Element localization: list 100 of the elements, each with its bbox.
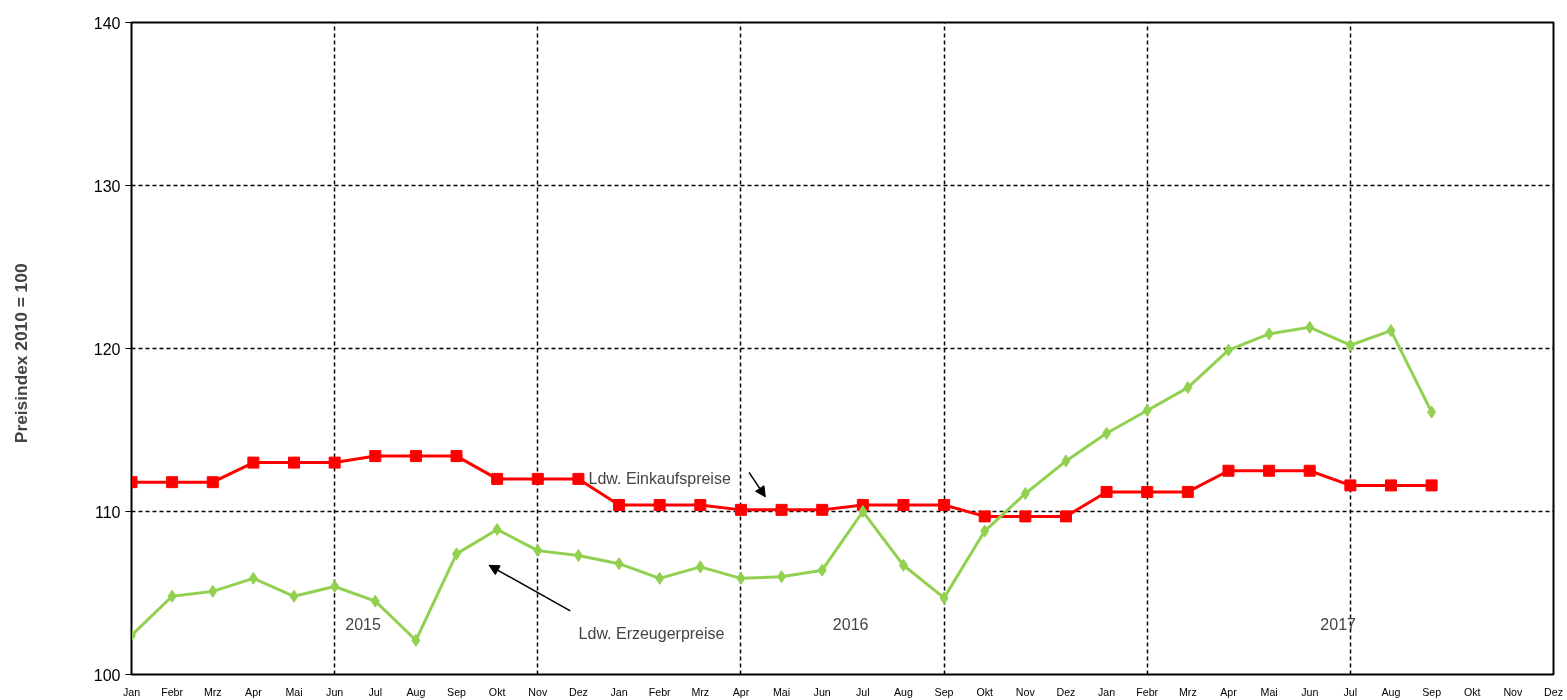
x-tick-label: Dez	[1544, 685, 1563, 698]
x-tick-label: Nov	[1015, 685, 1036, 698]
point	[777, 570, 787, 584]
point	[491, 472, 504, 485]
x-tick-label: Aug	[406, 685, 426, 698]
point	[452, 547, 462, 561]
x-tick-label: Aug	[1381, 685, 1401, 698]
x-tick-label: Jan	[122, 685, 141, 698]
x-tick-label: Jul	[368, 685, 383, 698]
point	[613, 498, 626, 511]
point	[1059, 510, 1072, 523]
point	[897, 498, 910, 511]
x-tick-label: Febr	[648, 685, 672, 698]
x-tick-label: Jun	[813, 685, 831, 698]
x-tick-label: Sep	[1422, 685, 1442, 698]
point	[694, 498, 707, 511]
point	[288, 456, 301, 469]
point	[1425, 479, 1438, 492]
y-tick-label: 120	[93, 340, 121, 358]
point	[370, 594, 380, 608]
point	[736, 571, 746, 585]
annotation: 2015	[345, 616, 381, 634]
point	[289, 589, 299, 603]
point	[1222, 464, 1235, 477]
point	[167, 589, 177, 603]
x-tick-label: Apr	[732, 685, 750, 698]
x-tick-label: Mai	[285, 685, 303, 698]
point	[369, 450, 382, 463]
x-tick-label: Jun	[326, 685, 344, 698]
x-tick-label: Nov	[528, 685, 548, 698]
x-tick-label: Aug	[893, 685, 913, 698]
point	[1303, 464, 1316, 477]
point	[1384, 479, 1397, 492]
point	[1345, 338, 1355, 352]
point	[1264, 327, 1274, 341]
point	[572, 472, 585, 485]
point	[1305, 320, 1315, 334]
point	[531, 472, 544, 485]
y-tick-label: 100	[93, 666, 121, 684]
point	[655, 571, 665, 585]
point	[1263, 464, 1276, 477]
point	[1427, 405, 1437, 419]
x-tick-label: Jul	[856, 685, 870, 698]
point	[450, 450, 463, 463]
point	[492, 522, 502, 536]
point	[775, 503, 788, 516]
annotation: 2016	[832, 616, 869, 634]
y-tick-label: 110	[94, 503, 121, 521]
point	[816, 503, 829, 516]
y-tick-label: 140	[93, 14, 121, 32]
x-tick-label: Jan	[610, 685, 628, 698]
point	[208, 584, 218, 598]
point	[938, 498, 951, 511]
point	[206, 476, 219, 489]
x-tick-label: Okt	[1463, 685, 1481, 698]
x-tick-label: Jul	[1343, 685, 1358, 698]
x-tick-label: Dez	[568, 685, 588, 698]
x-tick-label: Nov	[1503, 685, 1524, 698]
point	[1102, 426, 1112, 440]
point	[328, 456, 341, 469]
point	[695, 560, 705, 574]
point	[1141, 485, 1154, 498]
point	[1019, 510, 1032, 523]
x-tick-label: Mai	[1260, 685, 1278, 698]
x-tick-label: Okt	[976, 685, 994, 698]
text: Ldw. Erzeugerpreise	[578, 624, 725, 642]
point	[1020, 487, 1030, 501]
x-tick-label: Dez	[1056, 685, 1076, 698]
x-tick-label: Jan	[1098, 685, 1116, 698]
point	[248, 571, 258, 585]
x-tick-label: Jun	[1301, 685, 1319, 698]
point	[898, 558, 908, 572]
y-tick-label: 130	[93, 177, 121, 195]
point	[1061, 454, 1071, 468]
x-tick-label: Mrz	[203, 685, 222, 698]
x-tick-label: Mai	[772, 685, 791, 698]
point	[1142, 403, 1152, 417]
point	[653, 498, 666, 511]
x-tick-label: Febr	[1136, 685, 1159, 698]
point	[1223, 343, 1233, 357]
x-tick-label: Sep	[447, 685, 467, 698]
point	[1100, 485, 1113, 498]
point	[980, 524, 990, 538]
point	[573, 549, 583, 563]
point	[409, 450, 422, 463]
point	[533, 544, 543, 558]
point	[1344, 479, 1357, 492]
x-tick-label: Apr	[245, 685, 263, 698]
x-tick-label: Okt	[488, 685, 506, 698]
point	[734, 503, 747, 516]
x-tick-label: Mrz	[691, 685, 710, 698]
point	[330, 579, 340, 593]
y-axis-title: Preisindex 2010 = 100	[10, 263, 31, 444]
x-tick-label: Mrz	[1178, 685, 1197, 698]
point	[247, 456, 260, 469]
point	[1386, 324, 1396, 338]
point	[166, 476, 179, 489]
point	[411, 633, 421, 647]
annotation: 2017	[1320, 616, 1357, 634]
series-label: Ldw. Einkaufspreise	[588, 470, 731, 488]
